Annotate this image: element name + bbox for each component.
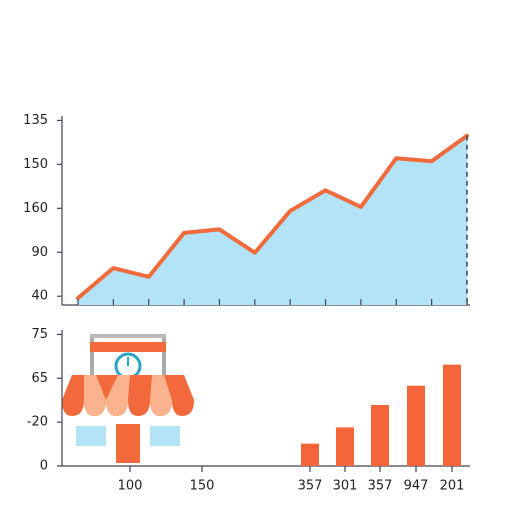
x-tick-label: 201 [440, 479, 465, 494]
bar [443, 364, 461, 466]
y-tick-label: 135 [23, 113, 48, 128]
x-tick-label: 357 [368, 479, 393, 494]
y-tick-label: 0 [40, 459, 48, 474]
store-icon [62, 334, 194, 463]
y-tick-label: 65 [31, 371, 48, 386]
y-tick-label: 75 [31, 327, 48, 342]
x-tick-label: 357 [298, 479, 323, 494]
x-tick-label: 301 [333, 479, 358, 494]
y-tick-label: 150 [23, 157, 48, 172]
bar [371, 405, 389, 466]
x-tick-label: 947 [404, 479, 429, 494]
y-tick-label: -20 [27, 415, 48, 430]
bar [407, 385, 425, 466]
y-tick-label: 90 [31, 245, 48, 260]
area-fill [78, 135, 467, 305]
y-tick-label: 160 [23, 201, 48, 216]
y-tick-label: 40 [31, 289, 48, 304]
bar [301, 443, 319, 466]
bar [336, 427, 354, 466]
x-tick-label: 100 [118, 479, 143, 494]
line [76, 133, 469, 300]
x-tick-label: 150 [190, 479, 215, 494]
